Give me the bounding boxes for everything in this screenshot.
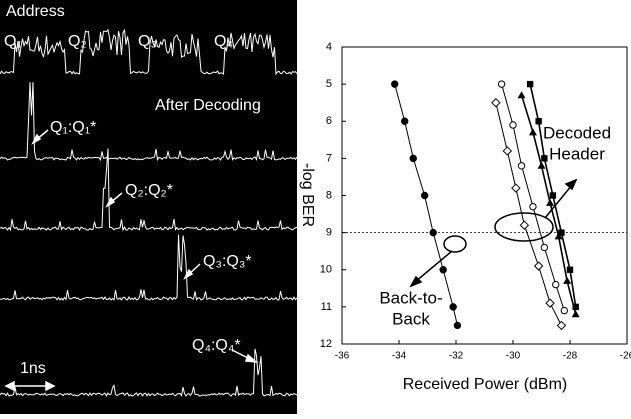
figure: Address Q₁ Q₂ Q₃ Q₄ After Decoding Q₁:Q₁… [0, 0, 631, 414]
y-tick-label: 8 [326, 189, 332, 201]
x-tick-label: -36 [335, 351, 350, 362]
data-point [553, 281, 559, 287]
data-point [510, 122, 516, 128]
y-axis-label: -log BER [299, 163, 316, 227]
data-point [567, 267, 573, 273]
data-point [518, 91, 526, 98]
data-point [392, 81, 398, 87]
data-point [546, 299, 554, 307]
annotation: Decoded [543, 123, 611, 142]
y-tick-label: 11 [321, 301, 332, 313]
annotation: Back-to- [379, 288, 442, 307]
data-point [561, 307, 567, 313]
ellipse [444, 236, 466, 252]
data-point [546, 199, 554, 206]
data-point [503, 147, 511, 155]
data-point [518, 163, 524, 169]
x-tick-label: -26 [620, 351, 631, 362]
data-point [410, 155, 416, 161]
data-point [529, 128, 537, 135]
y-tick-label: 12 [320, 338, 332, 350]
scope-label: Q₃ [138, 33, 157, 50]
y-tick-label: 5 [326, 78, 332, 90]
annotation: Back [392, 309, 430, 328]
scope-label: Q₂:Q₂* [125, 182, 173, 199]
scope-label: Q₁:Q₁* [50, 119, 96, 136]
scope-label: After Decoding [155, 97, 261, 114]
y-tick-label: 10 [320, 264, 332, 276]
data-point [550, 192, 556, 198]
scope-label: Q₁ [4, 33, 22, 50]
y-tick-label: 9 [326, 227, 332, 239]
data-point [563, 277, 571, 284]
data-point [450, 304, 456, 310]
y-tick-label: 6 [326, 115, 332, 127]
data-point [527, 81, 533, 87]
data-point [538, 162, 546, 169]
data-point [535, 118, 541, 124]
data-point [572, 310, 580, 317]
scope-label: Q₄:Q₄* [192, 337, 241, 354]
data-point [541, 155, 547, 161]
x-tick-label: -30 [506, 351, 521, 362]
x-tick-label: -34 [392, 351, 407, 362]
y-tick-label: 7 [326, 152, 332, 164]
data-point [557, 321, 565, 329]
x-axis-label: Received Power (dBm) [403, 376, 568, 393]
data-point [498, 81, 504, 87]
data-point [520, 221, 528, 229]
data-point [512, 184, 520, 192]
data-point [541, 244, 547, 250]
data-point [402, 118, 408, 124]
scope-label: Q₃:Q₃* [203, 253, 252, 270]
data-point [421, 192, 427, 198]
data-point [492, 99, 500, 107]
y-tick-label: 4 [326, 41, 332, 53]
x-tick-label: -32 [449, 351, 464, 362]
data-point [440, 267, 446, 273]
annotation: Header [549, 144, 605, 163]
data-point [430, 229, 436, 235]
data-point [454, 322, 460, 328]
scope-label: Q₂ [68, 33, 87, 50]
data-point [530, 203, 536, 209]
scope-label: 1ns [20, 360, 46, 377]
x-tick-label: -28 [563, 351, 578, 362]
data-point [535, 262, 543, 270]
scope-label: Address [6, 3, 65, 20]
scope-label: Q₄ [214, 33, 233, 50]
